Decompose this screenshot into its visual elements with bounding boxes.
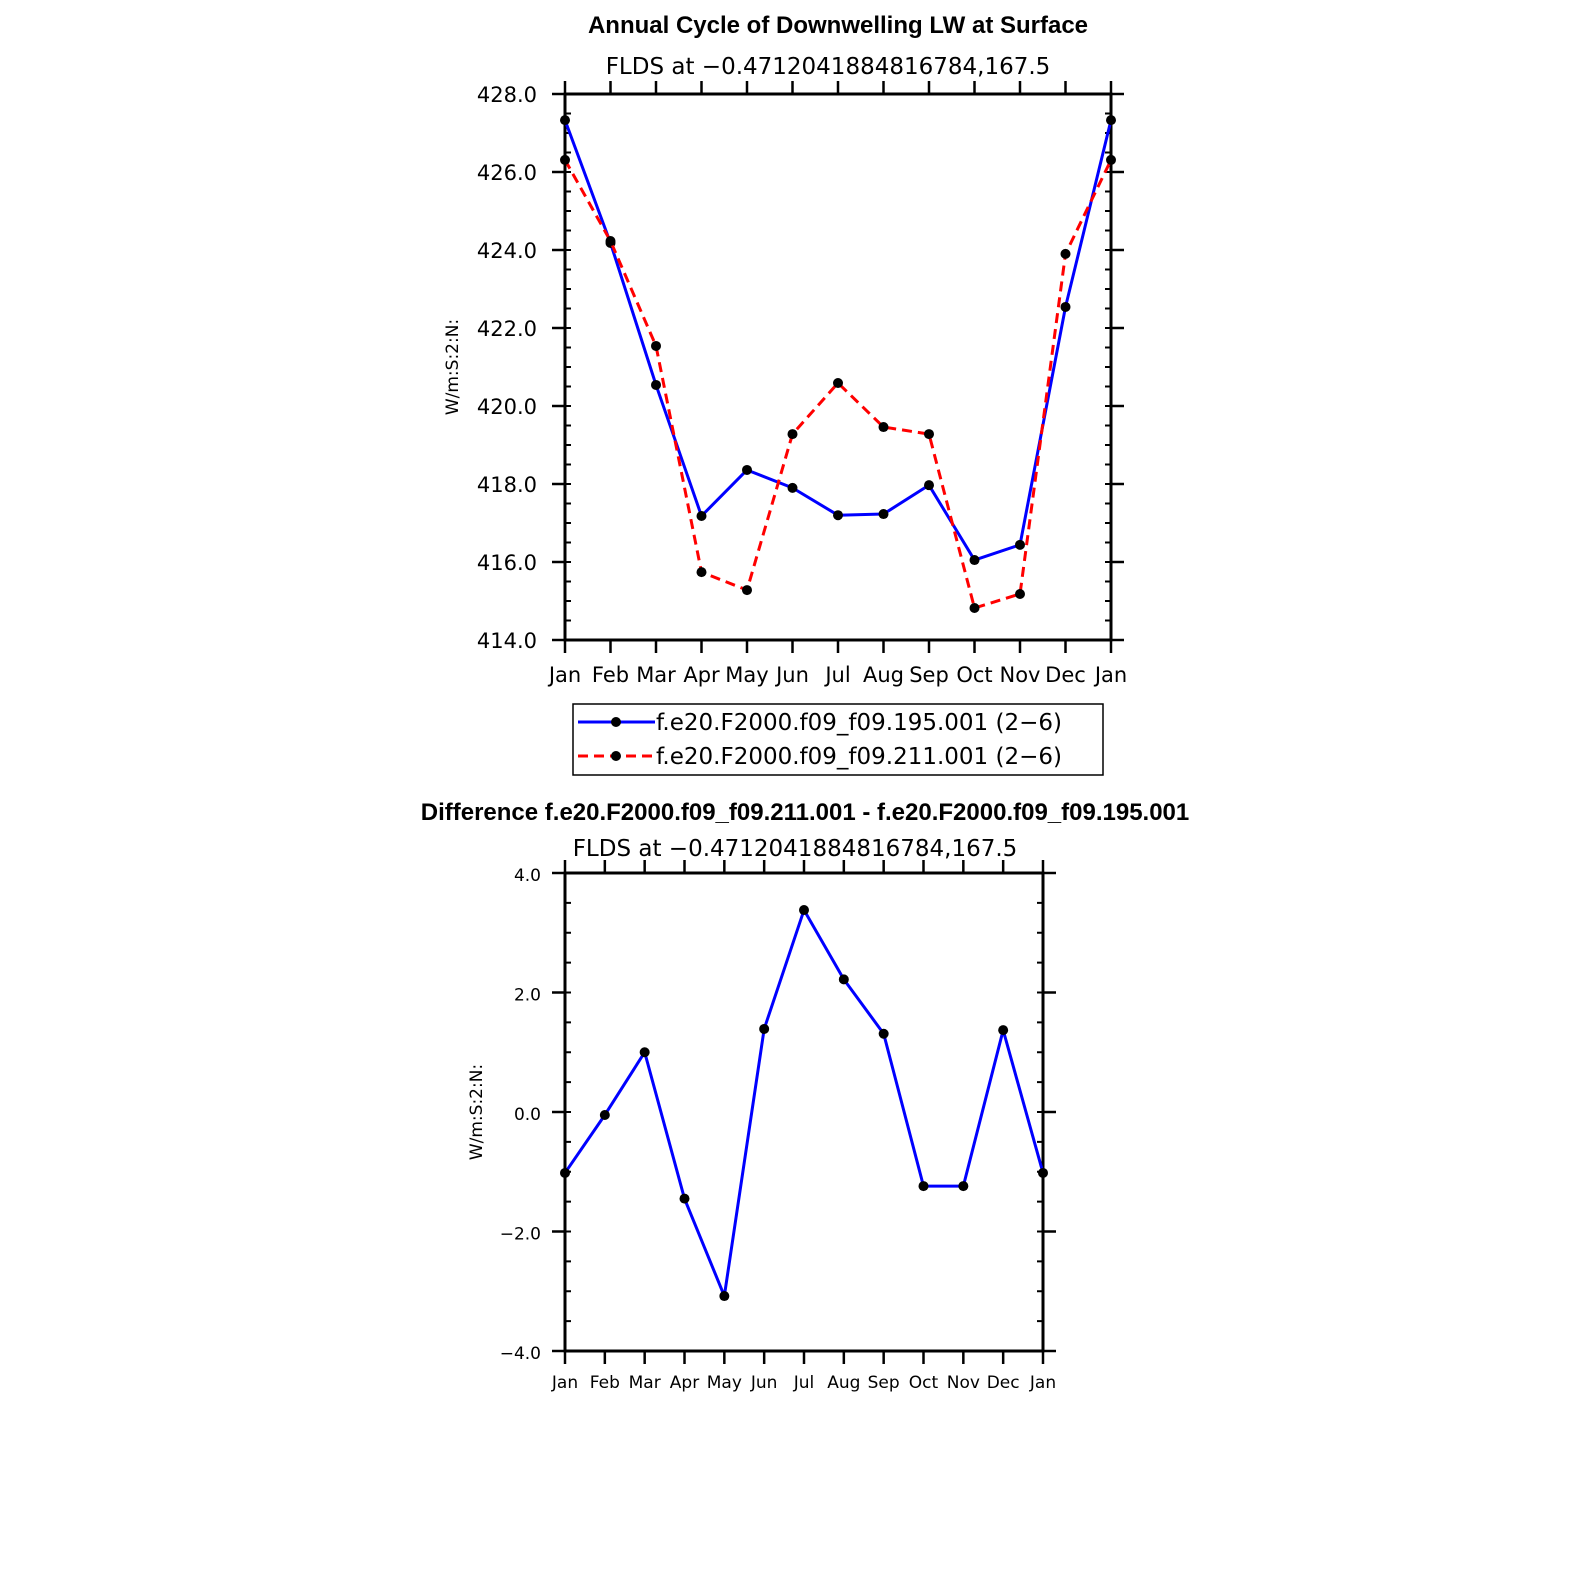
- y-tick-label: 422.0: [477, 317, 537, 341]
- data-point: [639, 1047, 650, 1058]
- data-point: [742, 585, 752, 596]
- data-point: [560, 154, 570, 165]
- x-tick-label: Apr: [670, 1373, 699, 1393]
- data-point: [918, 1181, 929, 1192]
- x-tick-label: Apr: [683, 663, 720, 687]
- data-point: [878, 422, 889, 433]
- data-point: [924, 429, 934, 440]
- y-tick-label: 2.0: [514, 986, 541, 1006]
- x-tick-label: May: [725, 663, 768, 687]
- data-point: [969, 555, 980, 566]
- data-point: [1106, 115, 1116, 126]
- bottom-chart-subtitle: FLDS at −0.4712041884816784,167.5: [573, 836, 1018, 862]
- legend-label-blue: f.e20.F2000.f09_f09.195.001 (2−6): [656, 710, 1062, 736]
- data-point: [787, 429, 798, 440]
- data-point: [1060, 301, 1071, 312]
- x-tick-label: Aug: [863, 663, 904, 687]
- top-chart: 414.0 416.0 418.0 420.0 422.0 424.0 426.0 428.0…: [477, 81, 1127, 687]
- legend: f.e20.F2000.f09_f09.195.001 (2−6) f.e20.…: [572, 703, 1104, 776]
- data-point: [651, 379, 661, 390]
- x-tick-label: Jun: [774, 663, 809, 687]
- x-tick-label: Dec: [1045, 663, 1086, 687]
- data-point: [599, 1109, 610, 1120]
- data-point: [787, 482, 798, 493]
- y-tick-label: −2.0: [500, 1225, 541, 1245]
- plot-frame: [563, 871, 1045, 1353]
- data-point: [838, 974, 849, 985]
- x-tick-label: Jul: [793, 1373, 815, 1393]
- y-tick-label: 424.0: [477, 239, 537, 263]
- data-point: [651, 340, 661, 351]
- x-tick-label: Oct: [956, 663, 992, 687]
- x-tick-label: Nov: [1000, 663, 1041, 687]
- legend-marker-red: [611, 751, 621, 761]
- x-tick-label: Jan: [1093, 663, 1127, 687]
- x-tick-label: Feb: [592, 663, 629, 687]
- x-tick-label: Jan: [547, 663, 581, 687]
- data-point: [560, 115, 570, 126]
- x-tick-label: Sep: [909, 663, 949, 687]
- data-point: [833, 510, 843, 521]
- x-tick-label: Jun: [750, 1373, 778, 1393]
- legend-label-red: f.e20.F2000.f09_f09.211.001 (2−6): [656, 744, 1062, 770]
- plot-frame: [563, 92, 1113, 642]
- legend-box: [572, 703, 1104, 776]
- y-tick-label: 420.0: [477, 395, 537, 419]
- x-tick-label: Jan: [1029, 1373, 1056, 1393]
- y-tick-label: 4.0: [514, 866, 541, 886]
- x-tick-label: Jan: [551, 1373, 578, 1393]
- y-tick-label: 414.0: [477, 629, 537, 653]
- y-tick-label: −4.0: [500, 1344, 541, 1364]
- x-tick-label: Feb: [590, 1373, 620, 1393]
- x-tick-label: Oct: [909, 1373, 939, 1393]
- x-tick-label: Sep: [868, 1373, 900, 1393]
- top-chart-subtitle: FLDS at −0.4712041884816784,167.5: [606, 54, 1051, 80]
- x-tick-label: Dec: [987, 1373, 1020, 1393]
- data-point: [969, 603, 980, 614]
- x-tick-label: May: [707, 1373, 742, 1393]
- legend-marker-blue: [611, 717, 621, 727]
- y-tick-label: 418.0: [477, 473, 537, 497]
- difference-chart: −4.0 −2.0 0.0 2.0 4.0 Jan Feb Mar Apr May Jun Jul Au…: [500, 860, 1056, 1393]
- data-point: [1106, 154, 1116, 165]
- y-tick-label: 428.0: [477, 83, 537, 107]
- x-tick-label: Aug: [827, 1373, 860, 1393]
- data-point: [560, 1167, 570, 1178]
- x-tick-label: Mar: [629, 1373, 661, 1393]
- data-point: [1038, 1167, 1048, 1178]
- data-point: [799, 905, 809, 916]
- data-point: [696, 510, 707, 521]
- series-line-0: [563, 908, 1045, 1298]
- y-tick-label: 0.0: [514, 1105, 541, 1125]
- bottom-chart-title: Difference f.e20.F2000.f09_f09.211.001 -…: [421, 799, 1190, 826]
- data-point: [878, 509, 889, 520]
- data-point: [878, 1028, 889, 1039]
- data-point: [742, 464, 752, 475]
- data-point: [605, 236, 616, 247]
- data-point: [759, 1023, 770, 1034]
- x-tick-label: Mar: [636, 663, 676, 687]
- data-point: [1015, 588, 1025, 599]
- data-point: [958, 1181, 969, 1192]
- x-tick-label: Jul: [823, 663, 850, 687]
- data-point: [1015, 539, 1025, 550]
- x-tick-label: Nov: [947, 1373, 980, 1393]
- series-line-0: [563, 119, 1113, 562]
- data-point: [1060, 248, 1071, 259]
- data-point: [998, 1025, 1009, 1036]
- y-tick-label: 426.0: [477, 161, 537, 185]
- top-chart-ylabel: W/m:S:2:N:: [443, 319, 463, 415]
- data-point: [719, 1291, 730, 1302]
- data-point: [679, 1193, 690, 1204]
- data-point: [924, 480, 934, 491]
- data-point: [833, 377, 843, 388]
- y-tick-label: 416.0: [477, 551, 537, 575]
- data-point: [696, 567, 707, 578]
- bottom-chart-ylabel: W/m:S:2:N:: [467, 1064, 487, 1160]
- top-chart-title: Annual Cycle of Downwelling LW at Surfac…: [588, 12, 1088, 39]
